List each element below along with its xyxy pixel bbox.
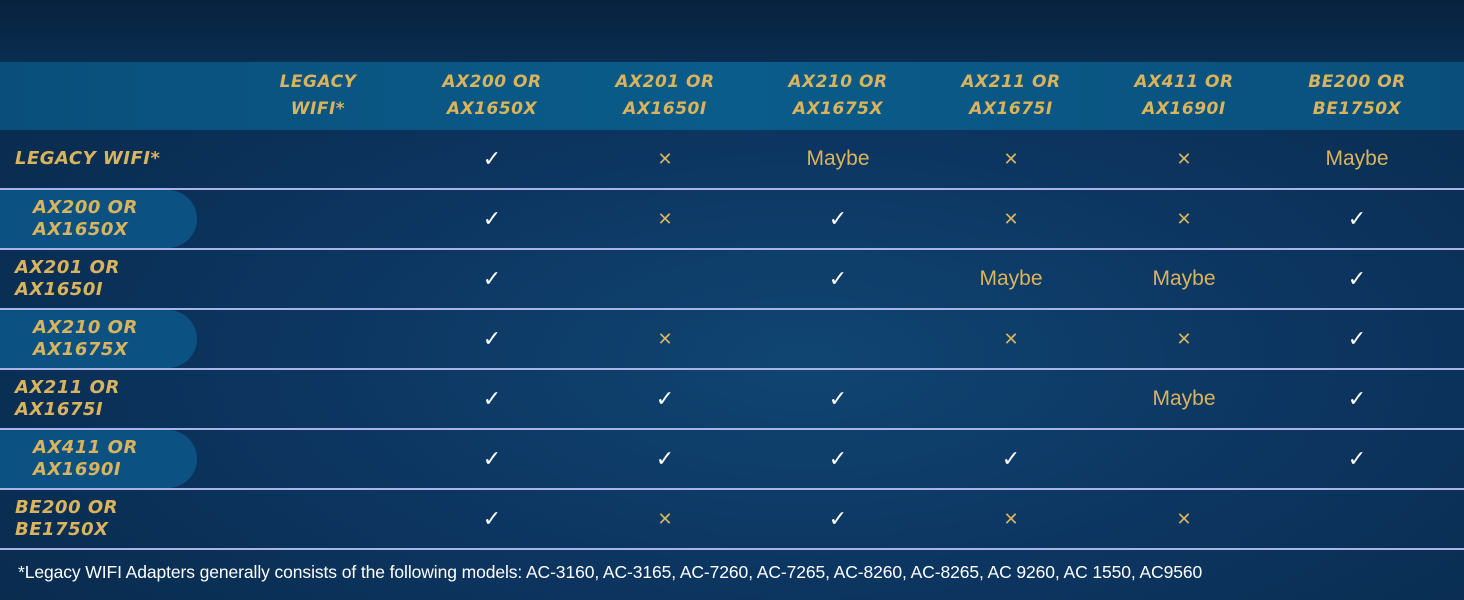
column-header: AX411 OR AX1690I — [1134, 72, 1234, 119]
check-icon: ✓ — [482, 506, 502, 532]
check-icon: ✓ — [482, 326, 502, 352]
x-icon: ✕ — [1003, 508, 1019, 530]
table-row: AX211 OR AX1675I ✓ ✓ ✓ Maybe ✓ — [0, 370, 1464, 430]
row-label: AX210 OR AX1675X — [33, 317, 138, 360]
check-icon: ✓ — [1347, 206, 1367, 232]
check-icon: ✓ — [655, 446, 675, 472]
x-icon: ✕ — [1003, 208, 1019, 230]
table-row: BE200 OR BE1750X ✓ ✕ ✓ ✕ ✕ — [0, 490, 1464, 550]
row-label: AX211 OR AX1675I — [15, 377, 120, 420]
row-label: AX200 OR AX1650X — [33, 197, 138, 240]
row-label: BE200 OR BE1750X — [15, 497, 119, 540]
column-header: LEGACY WIFI* — [279, 72, 357, 119]
column-header: BE200 OR BE1750X — [1308, 72, 1406, 119]
table-row: AX210 OR AX1675X ✓ ✕ ✕ ✕ ✓ — [0, 310, 1464, 370]
row-label: LEGACY WIFI* — [15, 148, 161, 169]
x-icon: ✕ — [657, 508, 673, 530]
check-icon: ✓ — [1347, 266, 1367, 292]
check-icon: ✓ — [482, 146, 502, 172]
check-icon: ✓ — [1001, 446, 1021, 472]
maybe-label: Maybe — [979, 267, 1043, 290]
table-row: AX411 OR AX1690I ✓ ✓ ✓ ✓ ✓ — [0, 430, 1464, 490]
check-icon: ✓ — [655, 386, 675, 412]
x-icon: ✕ — [1176, 328, 1192, 350]
check-icon: ✓ — [828, 206, 848, 232]
column-header: AX211 OR AX1675I — [961, 72, 1061, 119]
check-icon: ✓ — [828, 266, 848, 292]
check-icon: ✓ — [828, 446, 848, 472]
x-icon: ✕ — [1176, 148, 1192, 170]
table-row: AX200 OR AX1650X ✓ ✕ ✓ ✕ ✕ ✓ — [0, 190, 1464, 250]
check-icon: ✓ — [828, 386, 848, 412]
row-label: AX201 OR AX1650I — [15, 257, 120, 300]
column-header-row: LEGACY WIFI* AX200 OR AX1650X AX201 OR AX1… — [0, 62, 1464, 130]
check-icon: ✓ — [482, 386, 502, 412]
column-header: AX201 OR AX1650I — [615, 72, 715, 119]
maybe-label: Maybe — [1152, 387, 1216, 410]
x-icon: ✕ — [1003, 328, 1019, 350]
x-icon: ✕ — [1003, 148, 1019, 170]
maybe-label: Maybe — [806, 147, 870, 170]
x-icon: ✕ — [1176, 208, 1192, 230]
check-icon: ✓ — [828, 506, 848, 532]
table-row: AX201 OR AX1650I ✓ ✓ Maybe Maybe ✓ — [0, 250, 1464, 310]
check-icon: ✓ — [1347, 446, 1367, 472]
x-icon: ✕ — [657, 208, 673, 230]
x-icon: ✕ — [657, 328, 673, 350]
row-label: AX411 OR AX1690I — [33, 437, 138, 480]
check-icon: ✓ — [1347, 326, 1367, 352]
check-icon: ✓ — [482, 266, 502, 292]
row-label-highlight — [0, 190, 197, 248]
check-icon: ✓ — [1347, 386, 1367, 412]
x-icon: ✕ — [657, 148, 673, 170]
maybe-label: Maybe — [1325, 147, 1389, 170]
x-icon: ✕ — [1176, 508, 1192, 530]
row-label-highlight — [0, 310, 197, 368]
footnote: *Legacy WIFI Adapters generally consists… — [18, 562, 1203, 582]
column-header: AX200 OR AX1650X — [442, 72, 542, 119]
table-row: LEGACY WIFI* ✓ ✕ Maybe ✕ ✕ Maybe — [0, 130, 1464, 190]
top-band — [0, 0, 1464, 62]
check-icon: ✓ — [482, 206, 502, 232]
check-icon: ✓ — [482, 446, 502, 472]
column-header: AX210 OR AX1675X — [788, 72, 888, 119]
maybe-label: Maybe — [1152, 267, 1216, 290]
row-label-highlight — [0, 430, 197, 488]
